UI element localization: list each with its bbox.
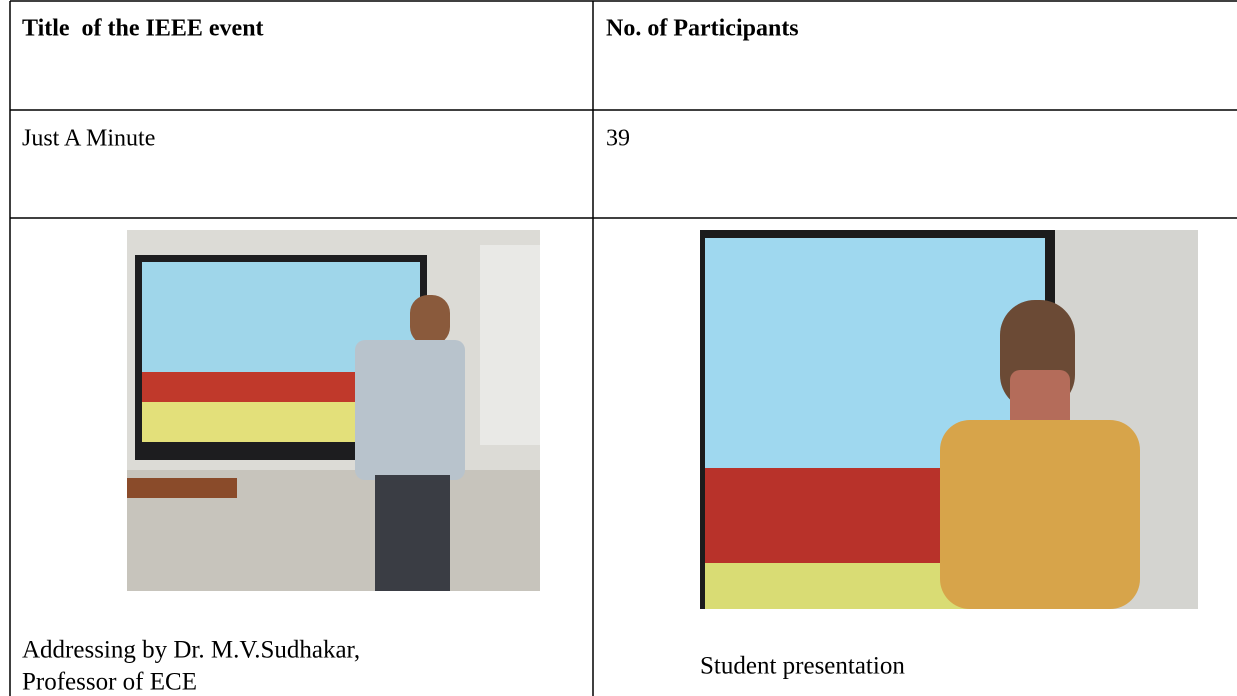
header-cell: Title of the IEEE event xyxy=(22,16,264,42)
cell: Just A Minute xyxy=(22,126,155,152)
photo xyxy=(700,230,1198,609)
header-cell: No. of Participants xyxy=(606,16,799,42)
table-grid xyxy=(9,0,1237,696)
caption: Student presentation xyxy=(700,653,905,680)
caption: Addressing by Dr. M.V.Sudhakar, xyxy=(22,637,360,664)
cell: 39 xyxy=(606,126,630,152)
photo xyxy=(127,230,540,591)
caption: Professor of ECE xyxy=(22,669,197,696)
